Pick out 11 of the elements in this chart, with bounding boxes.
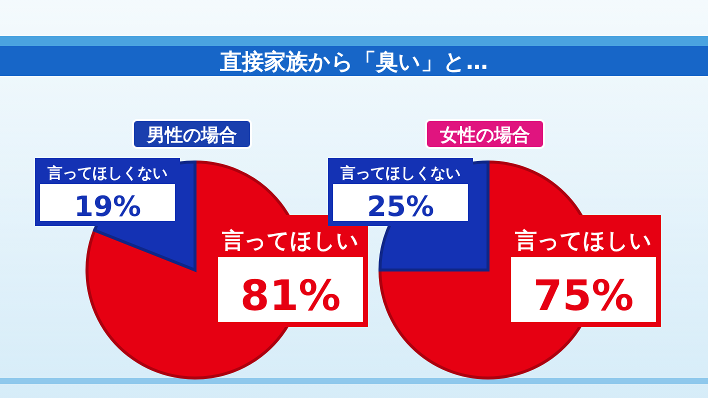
text: 直接家族から「臭い」と… (219, 49, 488, 75)
chart-title: 女性の場合 (439, 125, 530, 146)
slice-label: 言ってほしくない (340, 164, 460, 182)
chart-title: 男性の場合 (146, 125, 237, 146)
slice-label: 言ってほしくない (46, 164, 168, 182)
data-label: 19% (74, 190, 142, 223)
data-label: 75% (533, 271, 634, 320)
data-label: 25% (366, 190, 434, 223)
slice-label: 言ってほしい (514, 228, 652, 254)
data-label: 81% (240, 271, 341, 320)
slice-label: 言ってほしい (221, 228, 359, 254)
